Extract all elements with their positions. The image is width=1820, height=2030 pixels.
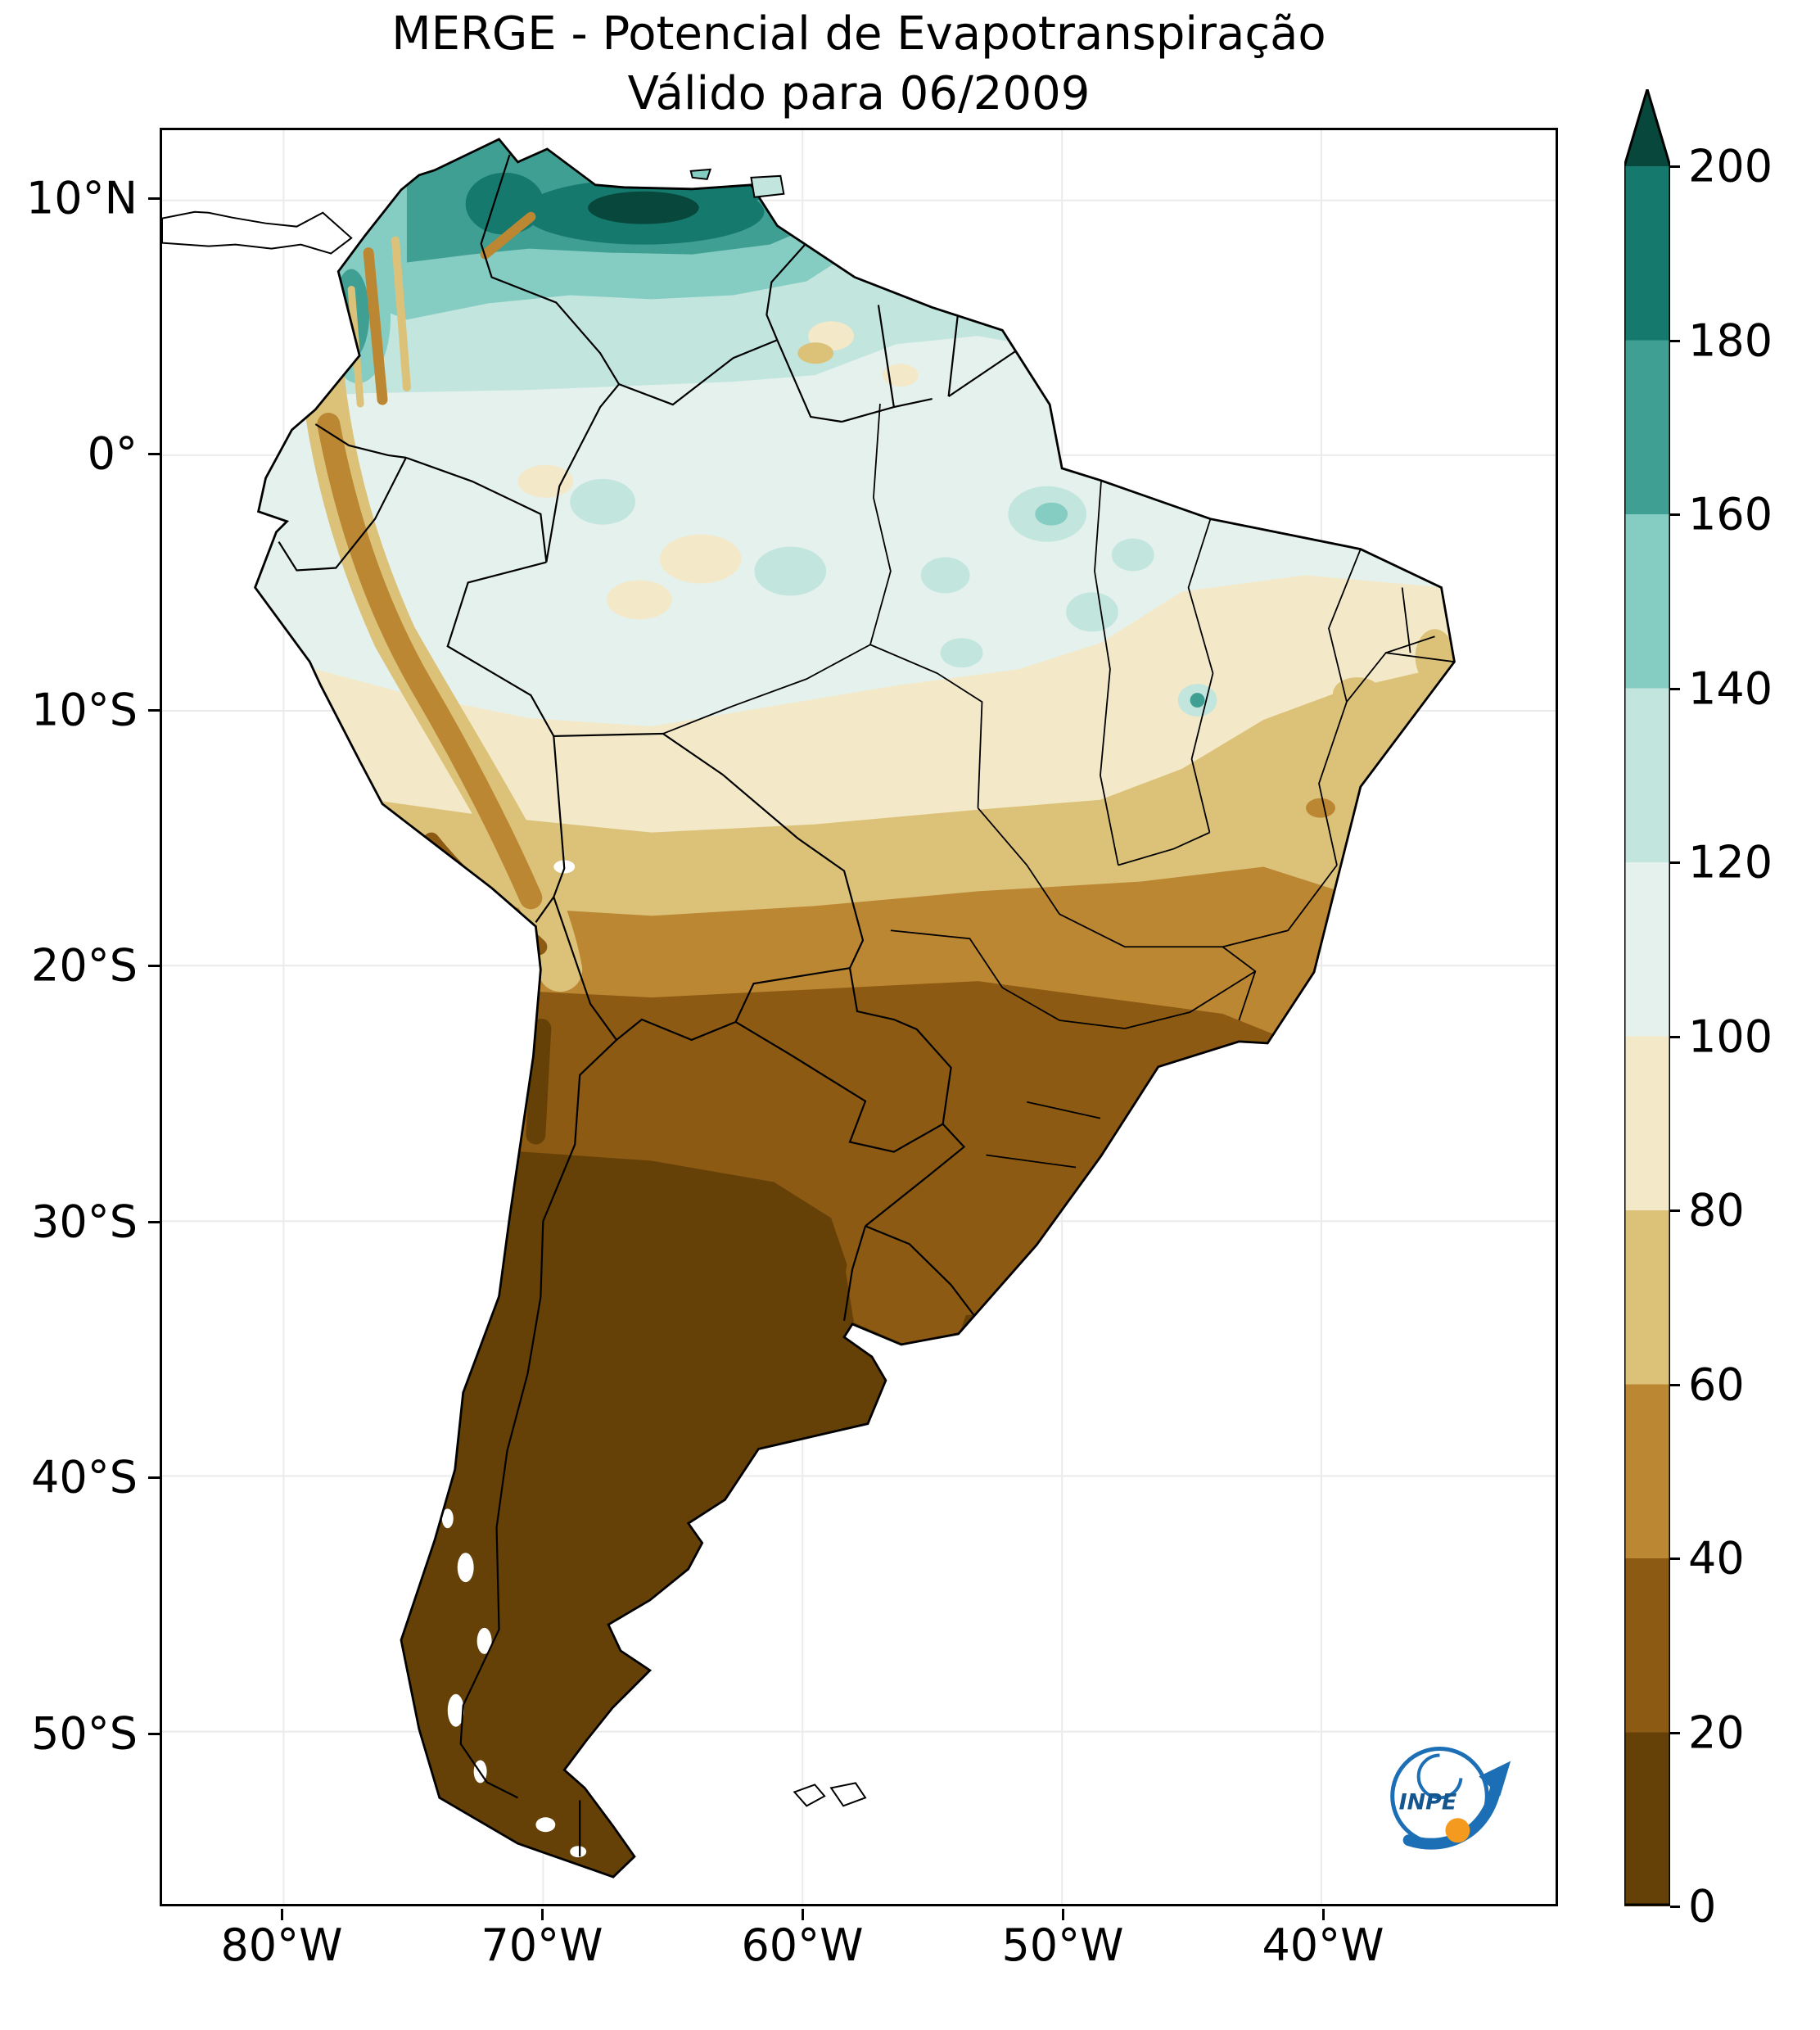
colorbar-tick-label: 0 xyxy=(1688,1880,1717,1933)
colorbar-tick-label: 60 xyxy=(1688,1359,1745,1411)
inpe-logo-orb xyxy=(1445,1818,1470,1843)
no-data-patches xyxy=(441,860,587,1858)
islands-and-panama xyxy=(162,168,867,1807)
axis-tick xyxy=(1670,861,1680,864)
axis-tick xyxy=(148,964,160,967)
falkland-west xyxy=(793,1784,826,1807)
colorbar-tick-label: 120 xyxy=(1688,836,1773,888)
axis-tick xyxy=(1670,1209,1680,1212)
colorbar-segments xyxy=(1624,166,1670,1906)
state-borders xyxy=(662,404,1455,1169)
colorbar-canvas xyxy=(1624,89,1670,1906)
axis-tick xyxy=(1670,339,1680,342)
axis-tick xyxy=(1670,1383,1680,1386)
lon-tick-label: 50°W xyxy=(1001,1919,1124,1971)
figure-title: MERGE - Potencial de Evapotranspiração V… xyxy=(160,5,1558,124)
inpe-logo-arrowhead xyxy=(1479,1761,1511,1797)
colorbar xyxy=(1624,89,1670,1906)
colorbar-tick-label: 80 xyxy=(1688,1184,1745,1237)
axis-tick xyxy=(1670,1731,1680,1734)
falkland-east xyxy=(829,1782,867,1807)
colorbar-tick-label: 160 xyxy=(1688,488,1773,540)
inpe-logo-text: INPE xyxy=(1399,1789,1457,1815)
axis-tick xyxy=(148,452,160,455)
lat-tick-label: 0° xyxy=(87,427,138,480)
uruguay-patch-20-40 xyxy=(846,1234,974,1344)
colorbar-tick-labels: 200 180 160 140 120 100 80 60 40 20 0 xyxy=(1688,0,1819,2030)
coastline xyxy=(254,138,1456,1879)
map-canvas: INPE xyxy=(162,130,1556,1904)
longitude-axis-labels: 80°W 70°W 60°W 50°W 40°W xyxy=(0,1919,1820,1985)
axis-tick xyxy=(148,1220,160,1223)
lon-tick-label: 60°W xyxy=(741,1919,864,1971)
title-line1: MERGE - Potencial de Evapotranspiração xyxy=(391,7,1326,61)
axis-tick xyxy=(1670,1035,1680,1038)
country-borders xyxy=(278,154,1019,1857)
amazon-teal-blobs xyxy=(570,468,1217,717)
colorbar-tick-label: 40 xyxy=(1688,1532,1745,1585)
cream-and-tan-blobs xyxy=(517,321,1455,818)
axis-tick xyxy=(148,197,160,200)
axis-tick xyxy=(540,1909,544,1920)
axis-tick xyxy=(1670,687,1680,690)
axis-tick xyxy=(1321,1909,1325,1920)
title-line2: Válido para 06/2009 xyxy=(627,66,1091,120)
lat-tick-label: 30°S xyxy=(31,1196,138,1248)
inpe-logo-inner-swirl xyxy=(1416,1753,1463,1800)
axis-tick xyxy=(148,1732,160,1735)
lat-tick-label: 10°S xyxy=(31,684,138,736)
lat-tick-label: 50°S xyxy=(31,1707,138,1760)
axis-tick xyxy=(148,708,160,712)
colorbar-tick-label: 200 xyxy=(1688,140,1773,192)
lat-tick-label: 10°N xyxy=(25,172,138,224)
axis-tick xyxy=(148,1476,160,1479)
colorbar-tick-label: 140 xyxy=(1688,662,1773,715)
colorbar-outline xyxy=(1624,89,1670,1906)
axis-tick xyxy=(1670,513,1680,516)
latitude-axis-labels: 10°N 0° 10°S 20°S 30°S 40°S 50°S xyxy=(0,0,146,2030)
colorbar-extend-arrow xyxy=(1624,89,1670,166)
axis-tick xyxy=(801,1909,804,1920)
inpe-logo: INPE xyxy=(1390,1747,1511,1850)
margarita-island xyxy=(689,168,712,180)
axis-tick xyxy=(1670,165,1680,168)
lon-tick-label: 40°W xyxy=(1262,1919,1384,1971)
colorbar-tick-label: 20 xyxy=(1688,1707,1745,1759)
axis-tick xyxy=(1670,1905,1680,1908)
lat-tick-label: 20°S xyxy=(31,939,138,992)
lon-tick-label: 80°W xyxy=(220,1919,343,1971)
map-plot-area: INPE xyxy=(160,128,1558,1906)
trinidad-island xyxy=(750,174,785,198)
lat-tick-label: 40°S xyxy=(31,1451,138,1503)
axis-tick xyxy=(280,1909,283,1920)
panama-outline xyxy=(162,210,353,255)
colorbar-tick-label: 100 xyxy=(1688,1010,1773,1063)
lon-tick-label: 70°W xyxy=(481,1919,603,1971)
axis-tick xyxy=(1670,1557,1680,1560)
colorbar-tick-label: 180 xyxy=(1688,314,1773,367)
axis-tick xyxy=(1061,1909,1064,1920)
